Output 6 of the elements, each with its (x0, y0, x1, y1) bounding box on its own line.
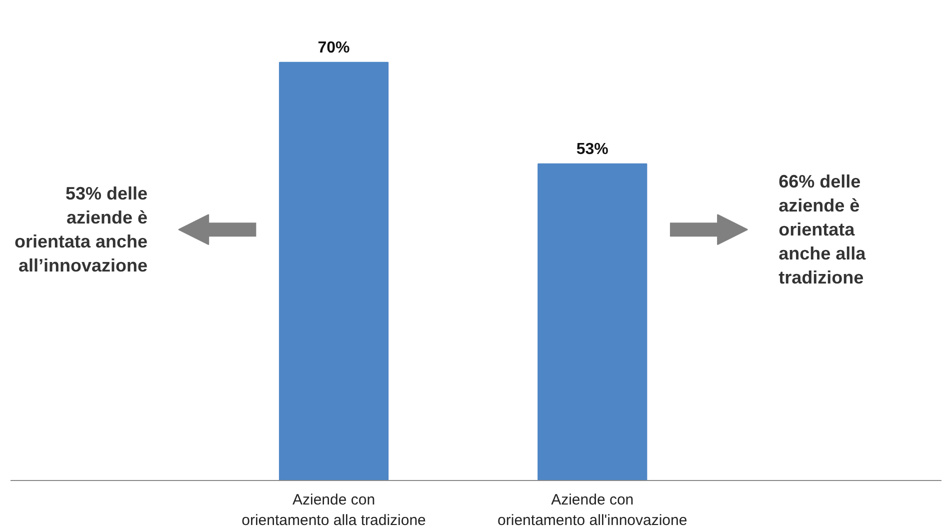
text: 66% delle aziende è orientata anche alla tradizione (778, 172, 867, 288)
x-tick-label: Aziende con orientamento alla tradizione (242, 492, 426, 529)
data-label: 70% (318, 39, 350, 56)
x-tick-label: Aziende con orientamento all'innovazione (498, 492, 688, 529)
text: 53% delle aziende è orientata anche all’innovazione (14, 184, 148, 276)
data-label: 53% (576, 140, 608, 158)
